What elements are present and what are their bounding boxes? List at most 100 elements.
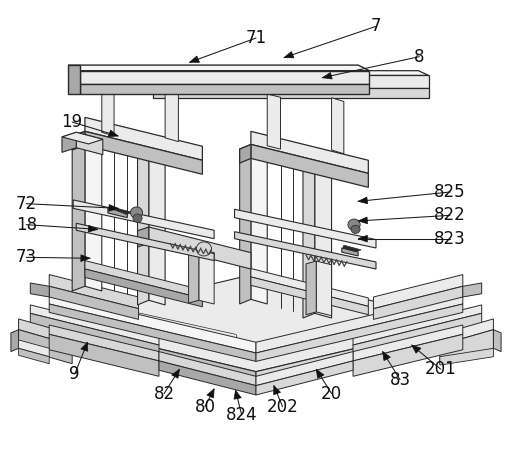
Polygon shape bbox=[62, 132, 76, 153]
Polygon shape bbox=[108, 130, 118, 137]
Text: 19: 19 bbox=[61, 113, 83, 131]
Polygon shape bbox=[382, 351, 390, 360]
Polygon shape bbox=[159, 361, 256, 395]
Polygon shape bbox=[463, 283, 482, 297]
Polygon shape bbox=[342, 248, 358, 256]
Text: 824: 824 bbox=[226, 406, 258, 424]
Polygon shape bbox=[240, 145, 251, 163]
Polygon shape bbox=[358, 235, 367, 242]
Polygon shape bbox=[109, 205, 118, 211]
Polygon shape bbox=[373, 275, 463, 309]
Polygon shape bbox=[30, 283, 49, 297]
Polygon shape bbox=[72, 132, 85, 291]
Polygon shape bbox=[440, 348, 494, 365]
Polygon shape bbox=[240, 145, 251, 304]
Polygon shape bbox=[315, 159, 332, 318]
Polygon shape bbox=[316, 369, 324, 378]
Polygon shape bbox=[494, 329, 501, 351]
Polygon shape bbox=[153, 88, 429, 98]
Polygon shape bbox=[316, 261, 332, 315]
Polygon shape bbox=[159, 351, 256, 386]
Polygon shape bbox=[153, 75, 429, 88]
Polygon shape bbox=[256, 304, 463, 361]
Polygon shape bbox=[49, 322, 256, 390]
Polygon shape bbox=[68, 65, 369, 71]
Text: 83: 83 bbox=[390, 371, 411, 388]
Polygon shape bbox=[256, 351, 353, 386]
Polygon shape bbox=[343, 245, 361, 252]
Polygon shape bbox=[234, 209, 376, 248]
Polygon shape bbox=[30, 313, 159, 362]
Polygon shape bbox=[88, 226, 98, 232]
Polygon shape bbox=[188, 249, 199, 303]
Text: 202: 202 bbox=[267, 398, 298, 416]
Polygon shape bbox=[267, 94, 281, 149]
Polygon shape bbox=[76, 132, 103, 155]
Polygon shape bbox=[49, 325, 159, 361]
Polygon shape bbox=[11, 329, 18, 351]
Polygon shape bbox=[412, 345, 421, 353]
Polygon shape bbox=[62, 132, 103, 144]
Polygon shape bbox=[303, 159, 315, 318]
Polygon shape bbox=[85, 261, 202, 299]
Polygon shape bbox=[284, 51, 294, 58]
Text: 825: 825 bbox=[434, 183, 466, 201]
Polygon shape bbox=[18, 348, 49, 364]
Text: 822: 822 bbox=[434, 206, 466, 224]
Polygon shape bbox=[18, 329, 72, 364]
Polygon shape bbox=[234, 232, 376, 269]
Polygon shape bbox=[274, 386, 281, 395]
Polygon shape bbox=[85, 132, 202, 174]
Text: 20: 20 bbox=[321, 385, 342, 402]
Polygon shape bbox=[358, 217, 368, 224]
Polygon shape bbox=[207, 389, 214, 398]
Polygon shape bbox=[80, 84, 369, 94]
Polygon shape bbox=[49, 275, 139, 309]
Polygon shape bbox=[73, 200, 214, 239]
Polygon shape bbox=[143, 71, 429, 75]
Polygon shape bbox=[108, 208, 127, 218]
Polygon shape bbox=[18, 319, 72, 345]
Polygon shape bbox=[256, 322, 465, 390]
Polygon shape bbox=[373, 286, 463, 319]
Circle shape bbox=[348, 219, 360, 230]
Text: 71: 71 bbox=[245, 29, 267, 47]
Polygon shape bbox=[85, 117, 202, 160]
Text: 9: 9 bbox=[70, 365, 80, 383]
Polygon shape bbox=[85, 132, 102, 291]
Polygon shape bbox=[234, 390, 241, 399]
Polygon shape bbox=[172, 369, 179, 378]
Text: 823: 823 bbox=[434, 230, 466, 248]
Polygon shape bbox=[138, 227, 149, 247]
Polygon shape bbox=[189, 56, 200, 62]
Polygon shape bbox=[138, 146, 149, 305]
Polygon shape bbox=[353, 313, 482, 362]
Polygon shape bbox=[80, 71, 369, 84]
Polygon shape bbox=[49, 334, 159, 376]
Polygon shape bbox=[251, 277, 368, 314]
Polygon shape bbox=[251, 145, 267, 304]
Polygon shape bbox=[49, 274, 465, 372]
Polygon shape bbox=[81, 342, 88, 351]
Polygon shape bbox=[68, 65, 80, 94]
Polygon shape bbox=[165, 88, 178, 142]
Polygon shape bbox=[256, 293, 463, 353]
Polygon shape bbox=[149, 227, 251, 269]
Polygon shape bbox=[18, 340, 49, 357]
Polygon shape bbox=[76, 223, 214, 261]
Text: 72: 72 bbox=[16, 195, 37, 212]
Polygon shape bbox=[306, 261, 316, 314]
Polygon shape bbox=[102, 84, 114, 136]
Text: 18: 18 bbox=[16, 216, 37, 234]
Circle shape bbox=[133, 214, 142, 222]
Polygon shape bbox=[440, 319, 494, 345]
Polygon shape bbox=[358, 197, 368, 204]
Circle shape bbox=[196, 242, 211, 256]
Polygon shape bbox=[30, 305, 159, 345]
Polygon shape bbox=[323, 73, 332, 79]
Polygon shape bbox=[72, 132, 85, 150]
Text: 80: 80 bbox=[195, 398, 216, 416]
Text: 201: 201 bbox=[425, 360, 457, 378]
Polygon shape bbox=[81, 255, 90, 262]
Polygon shape bbox=[117, 208, 133, 214]
